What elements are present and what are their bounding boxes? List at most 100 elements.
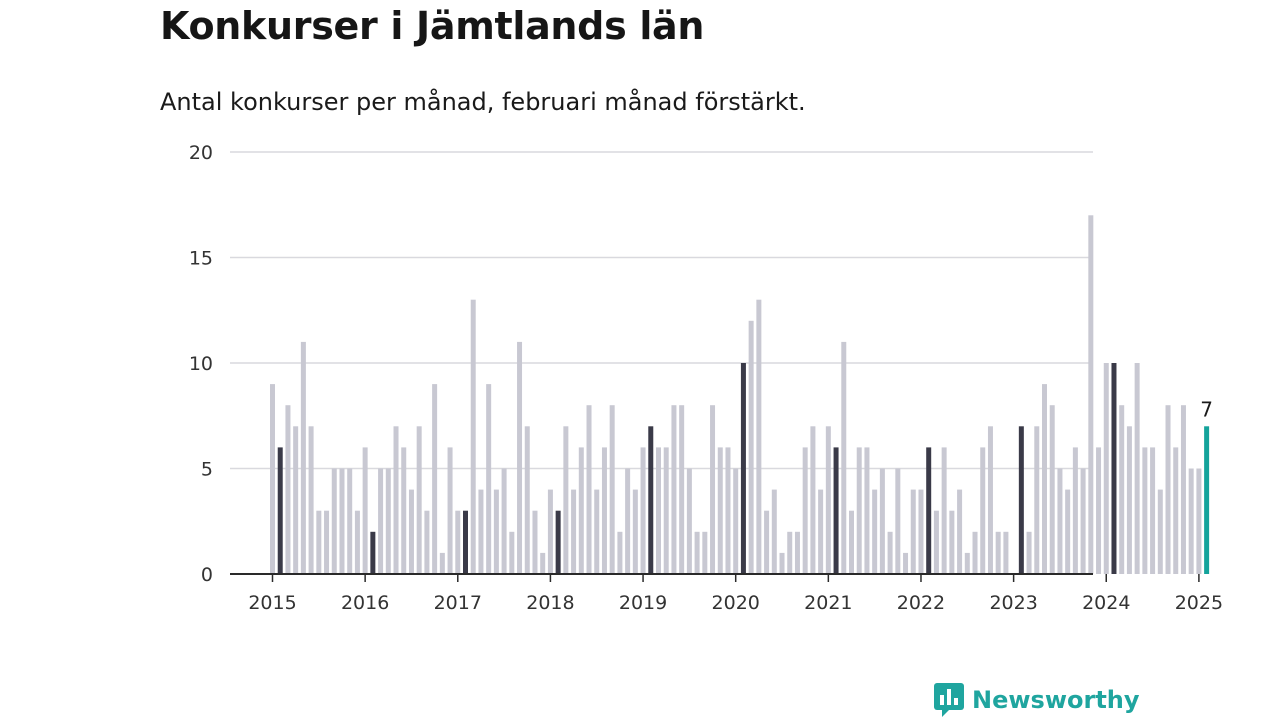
- bar: [563, 426, 569, 574]
- bar: [408, 489, 414, 574]
- bar: [810, 426, 816, 574]
- bar: [648, 426, 654, 574]
- bar: [524, 426, 530, 574]
- bar: [447, 447, 453, 574]
- bar: [1111, 363, 1117, 574]
- bar: [1204, 426, 1210, 574]
- bar: [416, 426, 422, 574]
- bar: [918, 489, 924, 574]
- bar: [787, 531, 793, 574]
- bar: [1142, 447, 1148, 574]
- bar: [277, 447, 283, 574]
- bar: [293, 426, 299, 574]
- bar: [439, 552, 445, 574]
- bar: [493, 489, 499, 574]
- bar: [339, 468, 345, 574]
- bar: [308, 426, 314, 574]
- bar: [903, 552, 909, 574]
- bar: [555, 510, 561, 574]
- bar: [640, 447, 646, 574]
- bar: [849, 510, 854, 574]
- bar: [578, 447, 584, 574]
- bar: [501, 468, 507, 574]
- bar: [594, 489, 600, 574]
- bar: [378, 468, 384, 574]
- bar: [933, 510, 939, 574]
- bar-chart: 0 5 10 15 20 2015 2016 2017 2018 2019 2020 2021 2022…: [189, 142, 1223, 614]
- bar: [347, 468, 353, 574]
- newsworthy-logo[interactable]: Newsworthy: [934, 683, 1140, 717]
- bar: [316, 510, 322, 574]
- bar: [1157, 489, 1163, 574]
- y-tick-label: 10: [189, 353, 213, 375]
- bar: [1134, 363, 1140, 574]
- latest-value-label: 7: [1200, 397, 1213, 421]
- bar: [601, 447, 607, 574]
- bar: [1188, 468, 1194, 574]
- bar: [841, 341, 847, 574]
- brand-name: Newsworthy: [972, 686, 1140, 714]
- bar: [432, 384, 438, 574]
- bar: [910, 489, 916, 574]
- x-tick-label: 2015: [248, 592, 296, 614]
- x-tick-label: 2017: [434, 592, 482, 614]
- bar: [540, 552, 546, 574]
- bar-chart-speech-bubble-icon: [934, 683, 964, 717]
- chart-title: Konkurser i Jämtlands län: [160, 4, 705, 48]
- y-tick-label: 15: [189, 248, 213, 270]
- bar: [300, 341, 306, 574]
- bar: [1080, 468, 1086, 574]
- bar: [1065, 489, 1071, 574]
- bar: [617, 531, 623, 574]
- y-tick-label: 5: [201, 459, 213, 481]
- bar: [740, 363, 746, 574]
- bar: [733, 468, 739, 574]
- bar: [1119, 405, 1125, 574]
- bar: [362, 447, 368, 574]
- bar: [717, 447, 723, 574]
- bar: [463, 510, 468, 574]
- bar: [941, 447, 947, 574]
- bar: [686, 468, 692, 574]
- bar: [455, 510, 461, 574]
- bar: [270, 384, 275, 574]
- bar: [987, 426, 993, 574]
- bar: [1034, 426, 1040, 574]
- bar: [794, 531, 800, 574]
- bar: [725, 447, 731, 574]
- bar: [710, 405, 716, 574]
- bar: [354, 510, 360, 574]
- bar: [1096, 447, 1102, 574]
- bar: [1018, 426, 1024, 574]
- bar: [1196, 468, 1202, 574]
- bar: [478, 489, 484, 574]
- bar: [972, 531, 978, 574]
- bar: [957, 489, 963, 574]
- x-tick-label: 2023: [989, 592, 1037, 614]
- bar: [609, 405, 615, 574]
- x-tick-label: 2020: [712, 592, 760, 614]
- bar: [694, 531, 700, 574]
- bar: [671, 405, 677, 574]
- bar: [702, 531, 708, 574]
- bar: [980, 447, 986, 574]
- bar: [331, 468, 337, 574]
- bar: [486, 384, 492, 574]
- bar: [532, 510, 538, 574]
- bar: [509, 531, 515, 574]
- bar: [926, 447, 932, 574]
- bar: [470, 299, 476, 574]
- bar: [1088, 215, 1094, 575]
- bar: [964, 552, 970, 574]
- bar: [895, 468, 901, 574]
- bar: [285, 405, 291, 574]
- bar: [1150, 447, 1156, 574]
- bar: [1126, 426, 1132, 574]
- bar: [818, 489, 824, 574]
- bar: [802, 447, 808, 574]
- x-tick-label: 2021: [804, 592, 852, 614]
- bar: [771, 489, 777, 574]
- bar: [401, 447, 407, 574]
- bar: [1042, 384, 1047, 574]
- bar: [1049, 405, 1055, 574]
